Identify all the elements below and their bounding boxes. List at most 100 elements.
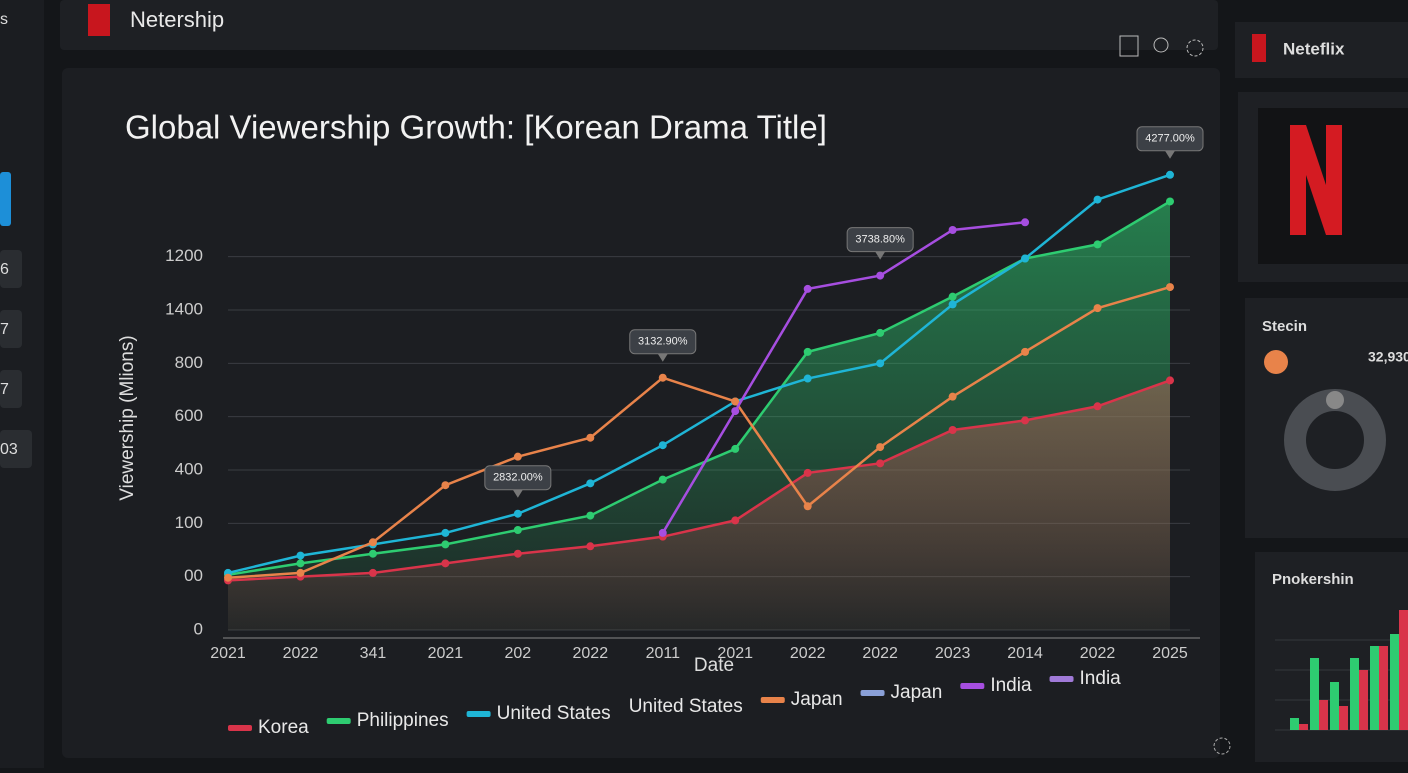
sidebar-button[interactable] [0,370,22,408]
point [586,433,595,442]
point [1166,376,1174,385]
point [1093,402,1102,411]
sidebar-button[interactable] [0,430,32,468]
chart-title: Global Viewership Growth: [Korean Drama … [125,109,827,146]
x-tick-label: 2023 [935,645,971,662]
annotation: 3738.80% [855,234,905,246]
point [876,271,885,280]
icon[interactable] [1153,37,1169,53]
annotation-pointer [1165,150,1175,159]
top-bar [60,0,1218,50]
point [658,475,667,484]
x-tick-label: 2022 [573,645,609,662]
mini-bar [1310,658,1319,730]
mini-bar [1399,610,1408,730]
sidebar-label: 7 [0,321,9,338]
point [731,407,740,416]
x-tick-label: 2014 [1007,645,1043,662]
sidebar-label: 6 [0,261,9,278]
point [1093,195,1102,204]
legend-swatch [326,718,351,724]
y-tick-label: 1400 [165,299,203,318]
annotation-pointer [657,353,668,362]
point [731,516,740,525]
point [1166,170,1174,179]
point [1021,218,1030,227]
point [513,509,522,518]
line [661,221,1026,534]
x-tick-label: 2021 [717,645,753,662]
legend-label: Japan [891,682,943,703]
legend-swatch [760,697,785,703]
point [948,426,957,434]
mini-bar [1350,658,1359,730]
mini-bar [1319,700,1328,730]
point [368,568,377,577]
y-axis-label: Viewership (Mlions) [117,335,138,500]
annotation-pointer [875,251,886,260]
point [441,559,450,568]
point [296,568,305,577]
mini-bar [1379,646,1388,730]
sidebar-label: 7 [0,381,9,398]
point [876,359,885,368]
x-tick-label: 2022 [790,645,826,662]
legend-label: Japan [791,689,843,710]
point [948,392,957,401]
x-tick-label: 2022 [862,645,898,662]
app-name: Netership [130,7,224,32]
x-tick-label: 2021 [428,645,464,662]
legend-swatch [228,725,252,731]
legend-label: Philippines [357,710,449,731]
point [1021,416,1030,425]
x-tick-label: 2021 [210,645,246,662]
sidebar-button[interactable] [0,310,22,348]
settings-icon[interactable] [1213,737,1231,755]
annotation: 3132.90% [638,336,688,348]
mini-bar [1290,718,1299,730]
legend-label: Korea [258,717,309,738]
line [227,285,1171,579]
point [803,374,812,383]
annotation-pointer [512,489,523,498]
legend-label: United States [629,696,743,717]
point [224,573,232,582]
icon[interactable] [1119,35,1139,57]
y-tick-label: 00 [184,566,203,585]
legend-swatch [960,683,985,689]
x-tick-label: 2025 [1152,645,1188,662]
area [228,201,1170,630]
point [441,481,450,490]
point [513,549,522,558]
point [586,511,595,520]
x-tick-label: 341 [360,645,387,662]
point [948,292,957,301]
point [1166,283,1174,292]
legend-swatch [860,690,885,696]
y-tick-label: 100 [175,513,203,532]
point [1021,347,1030,356]
point [948,226,957,234]
y-tick-label: 800 [175,353,203,372]
legend-swatch [466,711,491,717]
icon[interactable] [1186,39,1204,57]
legend-swatch [1049,676,1074,682]
gauge-knob [1326,391,1344,409]
point [876,328,885,337]
logo [1290,125,1342,235]
stats-title: Stecin [1262,318,1307,335]
sidebar-label: 03 [0,441,18,458]
stats-icon [1264,350,1288,374]
annotation: 4277.00% [1145,133,1195,145]
stats-value: 32,930 [1368,349,1408,365]
point [513,526,522,534]
point [1093,240,1102,249]
x-tick-label: 202 [504,645,531,662]
mini-bar [1299,724,1308,730]
sidebar-button[interactable] [0,250,22,288]
point [803,468,812,477]
legend-label: India [990,675,1032,696]
point [803,284,812,293]
mini-bar [1339,706,1348,730]
mini-bar [1359,670,1368,730]
